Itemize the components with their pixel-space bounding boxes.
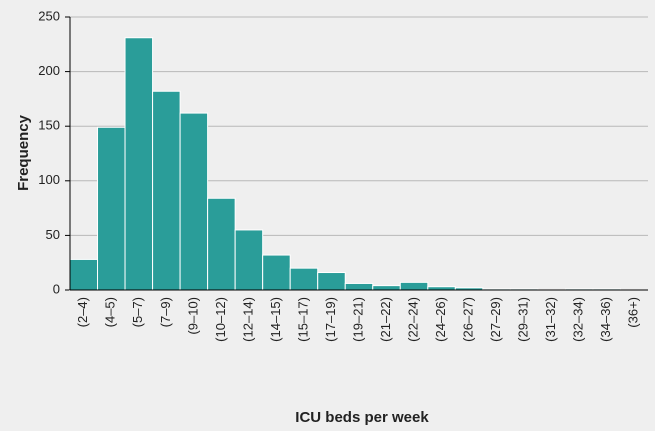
x-tick-label: (4–5): [103, 297, 118, 327]
x-tick-label: (2–4): [75, 297, 90, 327]
x-tick-label: (27–29): [488, 297, 503, 342]
x-tick-label: (12–14): [240, 297, 255, 342]
y-tick-label: 50: [46, 227, 60, 242]
x-tick-label: (32–34): [571, 297, 586, 342]
bar: [317, 272, 346, 291]
x-tick-label: (15–17): [295, 297, 310, 342]
x-tick-label: (14–15): [268, 297, 283, 342]
x-tick-label: (5–7): [130, 297, 145, 327]
bar: [372, 285, 401, 291]
bar: [124, 37, 154, 291]
bar: [69, 258, 99, 291]
x-tick-label: (34–36): [598, 297, 613, 342]
x-axis-label: ICU beds per week: [295, 409, 429, 426]
x-tick-label: (31–32): [543, 297, 558, 342]
y-tick-label: 250: [38, 8, 60, 23]
bar: [262, 254, 291, 291]
x-tick-label: (26–27): [461, 297, 476, 342]
x-tick-label: (36+): [626, 297, 641, 328]
bar: [289, 267, 319, 291]
bar: [179, 112, 209, 291]
y-tick-label: 100: [38, 172, 60, 187]
bar: [234, 229, 264, 291]
x-tick-label: (21–22): [378, 297, 393, 342]
x-tick-label: (19–21): [350, 297, 365, 342]
y-tick-label: 0: [53, 281, 60, 296]
bar: [207, 197, 236, 291]
x-tick-label: (22–24): [405, 297, 420, 342]
bar: [97, 126, 126, 291]
bar: [344, 282, 374, 291]
x-tick-label: (17–19): [323, 297, 338, 342]
y-axis-label: Frequency: [15, 114, 32, 191]
bar: [399, 281, 429, 291]
x-tick-label: (24–26): [433, 297, 448, 342]
x-tick-label: (7–9): [158, 297, 173, 327]
x-tick-label: (29–31): [516, 297, 531, 342]
bar: [152, 90, 181, 291]
y-tick-label: 200: [38, 63, 60, 78]
x-tick-label: (10–12): [213, 297, 228, 342]
x-tick-label: (9–10): [185, 297, 200, 335]
y-tick-label: 150: [38, 118, 60, 133]
